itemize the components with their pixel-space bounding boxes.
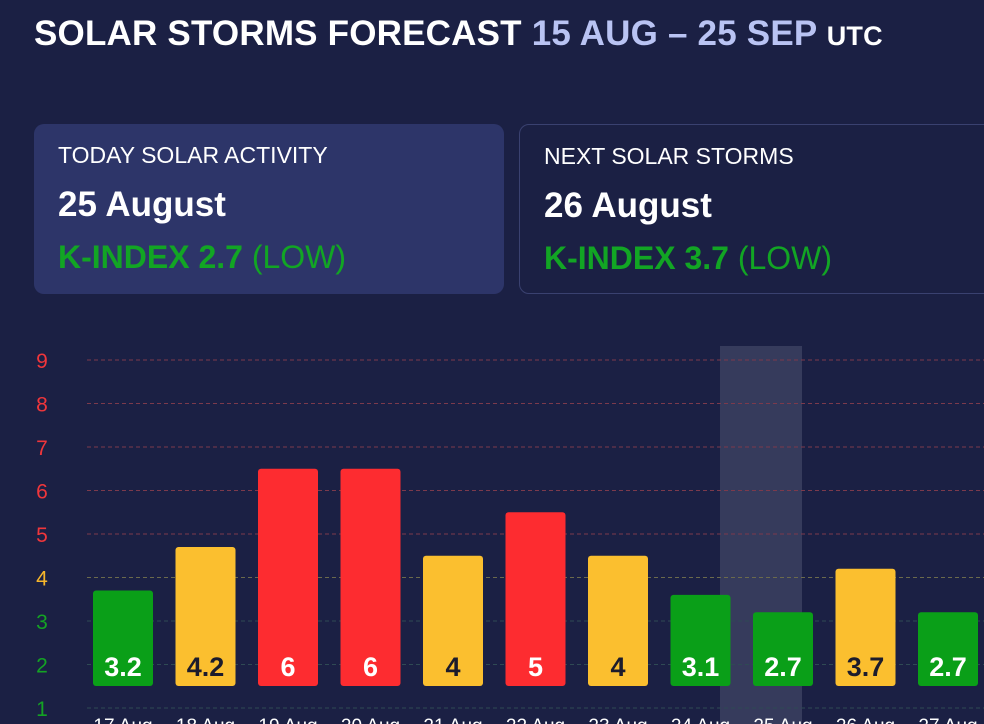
y-tick-label: 5 [36, 524, 48, 547]
title-main: SOLAR STORMS FORECAST [34, 14, 522, 53]
x-tick-label: 21 Aug [423, 716, 482, 724]
bar [423, 555, 483, 686]
next-storms-card: NEXT SOLAR STORMS 26 August K-INDEX 3.7 … [519, 124, 984, 294]
x-tick-label: 23 Aug [588, 716, 647, 724]
y-tick-label: 8 [36, 394, 48, 417]
bar-value-label: 5 [528, 652, 543, 682]
bar-value-label: 4.2 [187, 652, 225, 682]
bar-value-label: 2.7 [764, 652, 802, 682]
title-timezone: UTC [826, 21, 883, 51]
next-kindex-value: K-INDEX 3.7 [544, 240, 729, 276]
y-tick-label: 2 [36, 655, 48, 678]
today-activity-card: TODAY SOLAR ACTIVITY 25 August K-INDEX 2… [34, 124, 504, 294]
bar-value-label: 4 [445, 652, 460, 682]
bar [670, 594, 731, 686]
next-card-date: 26 August [544, 186, 712, 225]
bar [258, 468, 318, 686]
bar [505, 512, 566, 686]
x-tick-label: 17 Aug [93, 716, 152, 724]
x-tick-label: 18 Aug [176, 716, 235, 724]
y-tick-label: 6 [36, 481, 48, 504]
today-card-kindex: K-INDEX 2.7 (LOW) [58, 239, 480, 276]
y-tick-label: 9 [36, 350, 48, 373]
next-card-kindex: K-INDEX 3.7 (LOW) [544, 240, 974, 277]
next-card-label: NEXT SOLAR STORMS [544, 143, 794, 169]
x-tick-label: 20 Aug [341, 716, 400, 724]
today-kindex-value: K-INDEX 2.7 [58, 239, 243, 275]
title-date-range: 15 AUG – 25 SEP [531, 14, 817, 53]
y-tick-label: 1 [36, 698, 48, 721]
bar-value-label: 2.7 [929, 652, 967, 682]
y-tick-label: 3 [36, 611, 48, 634]
x-tick-label: 19 Aug [258, 716, 317, 724]
bar [93, 590, 153, 686]
x-tick-label: 22 Aug [506, 716, 565, 724]
bar-value-label: 3.1 [682, 652, 720, 682]
bar [340, 468, 401, 686]
x-tick-label: 24 Aug [671, 716, 730, 724]
bar-value-label: 3.7 [847, 652, 885, 682]
bar [753, 612, 813, 686]
x-tick-label: 27 Aug [918, 716, 977, 724]
bar [175, 547, 236, 686]
page-title: SOLAR STORMS FORECAST 15 AUG – 25 SEP UT… [34, 14, 883, 54]
bar-value-label: 3.2 [104, 652, 142, 682]
y-tick-label: 4 [36, 568, 48, 591]
bar [835, 568, 896, 686]
today-card-label: TODAY SOLAR ACTIVITY [58, 142, 328, 168]
bar [918, 612, 978, 686]
bar-value-label: 6 [363, 652, 378, 682]
bar-value-label: 6 [280, 652, 295, 682]
today-card-date: 25 August [58, 185, 226, 224]
next-kindex-level: (LOW) [737, 240, 833, 276]
y-tick-label: 7 [36, 437, 48, 460]
today-kindex-level: (LOW) [251, 239, 347, 275]
x-tick-label: 25 Aug [753, 716, 812, 724]
x-tick-label: 26 Aug [836, 716, 895, 724]
bar [588, 555, 648, 686]
bar-value-label: 4 [610, 652, 625, 682]
